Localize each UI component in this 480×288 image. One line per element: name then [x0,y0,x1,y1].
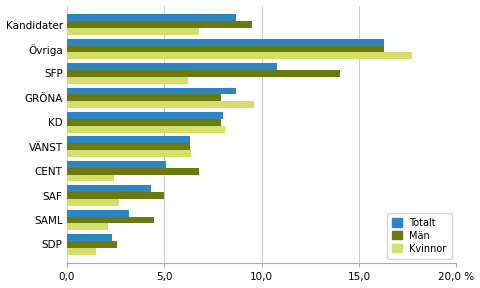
Bar [67,168,199,175]
Bar [67,217,155,223]
Bar [67,223,108,230]
Bar [67,143,190,150]
Bar [67,94,221,101]
Bar [67,248,96,255]
Bar [67,175,114,181]
Legend: Totalt, Män, Kvinnor: Totalt, Män, Kvinnor [387,213,452,259]
Bar [67,39,384,46]
Bar [67,77,188,84]
Bar [67,52,411,59]
Bar [67,88,236,94]
Bar [67,192,164,199]
Bar [67,199,120,206]
Bar [67,46,384,52]
Bar [67,241,118,248]
Bar [67,63,277,70]
Bar [67,28,199,35]
Bar [67,150,192,157]
Bar [67,101,254,108]
Bar [67,70,339,77]
Bar [67,14,236,21]
Bar [67,210,129,217]
Bar [67,137,190,143]
Bar [67,119,221,126]
Bar [67,126,225,132]
Bar [67,112,223,119]
Bar [67,21,252,28]
Bar [67,161,166,168]
Bar [67,185,151,192]
Bar [67,234,112,241]
